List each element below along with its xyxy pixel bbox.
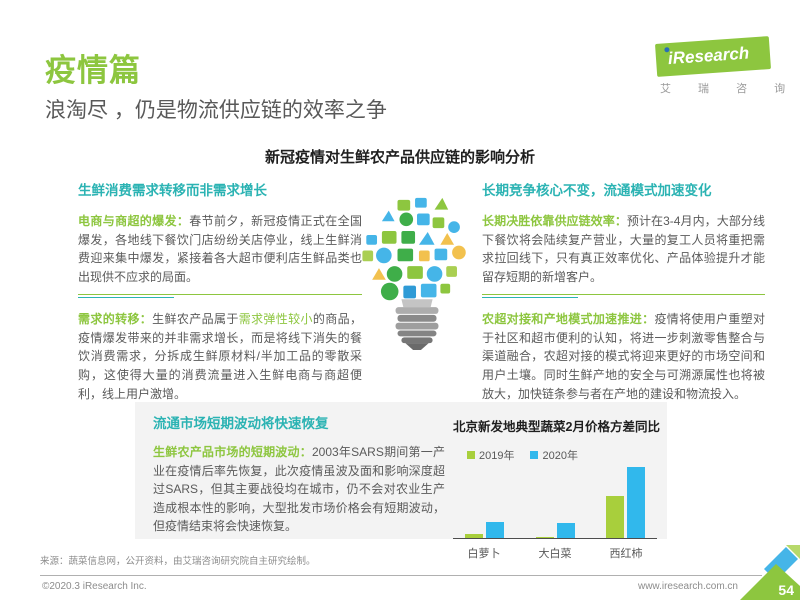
legend-item: 2020年 xyxy=(530,447,578,463)
bottom-box-paragraph: 生鲜农产品市场的短期波动：2003年SARS期间第一产业在疫情后率先恢复，此次疫… xyxy=(153,443,445,536)
logo-chinese-name: 艾 瑞 咨 询 xyxy=(660,83,798,95)
chart-legend: 2019年 2020年 xyxy=(467,447,657,463)
left-p2-highlight: 需求弹性较小 xyxy=(238,312,313,327)
left-column-header: 生鲜消费需求转移而非需求增长 xyxy=(78,183,267,198)
footer-divider xyxy=(40,575,762,576)
website-url: www.iresearch.com.cn xyxy=(637,581,738,592)
category-label: 白萝卜 xyxy=(467,548,501,560)
legend-swatch xyxy=(467,451,475,459)
bar-group xyxy=(465,522,504,538)
lightbulb-icons-illustration xyxy=(358,194,476,350)
bar-2020年-西红柿 xyxy=(627,467,645,538)
iresearch-logo: iResearch 艾 瑞 咨 询 xyxy=(654,36,798,96)
chart-plot xyxy=(453,465,657,539)
page-subtitle: 浪淘尽 ，仍是物流供应链的效率之争 xyxy=(45,99,387,122)
divider xyxy=(482,294,765,300)
bottom-box-lead: 生鲜农产品市场的短期波动： xyxy=(153,444,312,459)
section-title: 新冠疫情对生鲜农产品供应链的影响分析 xyxy=(264,149,535,166)
right-paragraph-1: 长期决胜依靠供应链效率：预计在3-4月内，大部分线下餐饮将会陆续复产营业，大量的… xyxy=(482,212,765,286)
chart-categories: 白萝卜 大白菜 西红柿 xyxy=(453,545,657,561)
chart-title: 北京新发地典型蔬菜2月价格方差同比 xyxy=(453,420,660,434)
category-label: 大白菜 xyxy=(538,548,572,560)
lightbulb-icon xyxy=(362,197,466,350)
bottom-box-text: 2003年SARS期间第一产业在疫情后率先恢复，此次疫情虽波及面和影响深度超过S… xyxy=(153,444,445,534)
bar-group xyxy=(606,467,645,538)
category-label: 西红柿 xyxy=(609,548,643,560)
left-column: 生鲜消费需求转移而非需求增长 电商与商超的爆发：春节前夕，新冠疫情正式在全国爆发… xyxy=(78,181,362,403)
left-paragraph-1: 电商与商超的爆发：春节前夕，新冠疫情正式在全国爆发，各地线下餐饮门店纷纷关店停业… xyxy=(78,212,362,286)
right-column: 长期竞争核心不变，流通模式加速变化 长期决胜依靠供应链效率：预计在3-4月内，大… xyxy=(482,181,765,403)
bar-2020年-大白菜 xyxy=(556,523,575,538)
right-paragraph-2: 农超对接和产地模式加速推进：疫情将使用户重塑对于社区和超市便利的认知，将进一步刺… xyxy=(482,310,765,403)
source-note: 来源：蔬菜信息网，公开资料，由艾瑞咨询研究院自主研究绘制。 xyxy=(40,556,316,567)
legend-item: 2019年 xyxy=(467,447,514,463)
bottom-box-header: 流通市场短期波动将快速恢复 xyxy=(153,416,329,431)
legend-swatch xyxy=(530,451,539,459)
left-paragraph-2: 需求的转移：生鲜农产品属于需求弹性较小的商品，疫情爆发带来的并非需求增长，而是将… xyxy=(78,310,362,403)
bar-2019年-白萝卜 xyxy=(465,534,483,538)
left-p2-lead: 需求的转移： xyxy=(78,312,153,327)
legend-label: 2019年 xyxy=(479,450,515,462)
right-p1-lead: 长期决胜依靠供应链效率： xyxy=(482,213,627,228)
page-number: 54 xyxy=(778,582,794,598)
bar-2020年-白萝卜 xyxy=(486,522,504,538)
divider xyxy=(78,294,362,300)
right-p1-text: 预计在3-4月内，大部分线下餐饮将会陆续复产营业，大量的复工人员将重把需求拉回线… xyxy=(482,213,765,284)
bottom-panel: 流通市场短期波动将快速恢复 生鲜农产品市场的短期波动：2003年SARS期间第一… xyxy=(135,402,667,560)
left-p2-text-b: 的商品，疫情爆发带来的并非需求增长，而是将线下消失的餐饮消费需求，分拆成生鲜原材… xyxy=(78,312,362,401)
vegetable-price-variance-chart: 北京新发地典型蔬菜2月价格方差同比 2019年 2020年 白萝卜 大白菜 西红柿 xyxy=(453,416,660,561)
left-p2-text-a: 生鲜农产品属于 xyxy=(152,312,239,327)
bar-group xyxy=(535,523,575,538)
bar-2019年-西红柿 xyxy=(606,496,624,538)
left-p1-text: 春节前夕，新冠疫情正式在全国爆发，各地线下餐饮门店纷纷关店停业，线上生鲜消费迎来… xyxy=(78,213,362,284)
copyright-text: ©2020.3 iResearch Inc. xyxy=(42,581,147,592)
page-corner-ribbon: 54 xyxy=(730,545,800,600)
corner-ribbon-icon xyxy=(740,545,800,600)
right-p2-lead: 农超对接和产地模式加速推进： xyxy=(482,312,655,327)
right-column-header: 长期竞争核心不变，流通模式加速变化 xyxy=(482,183,712,198)
left-p1-lead: 电商与商超的爆发： xyxy=(78,213,190,228)
right-p2-text: 疫情将使用户重塑对于社区和超市便利的认知，将进一步刺激零售整合与渠道融合，农超对… xyxy=(482,312,765,401)
logo-green-shape: iResearch xyxy=(654,36,772,77)
bar-2019年-大白菜 xyxy=(535,537,554,538)
chapter-title: 疫情篇 xyxy=(45,53,141,88)
bulb-screw-base xyxy=(395,299,439,350)
bottom-text-box: 流通市场短期波动将快速恢复 生鲜农产品市场的短期波动：2003年SARS期间第一… xyxy=(153,414,445,536)
logo-brand-text: iResearch xyxy=(667,43,750,69)
legend-label: 2020年 xyxy=(542,450,578,462)
